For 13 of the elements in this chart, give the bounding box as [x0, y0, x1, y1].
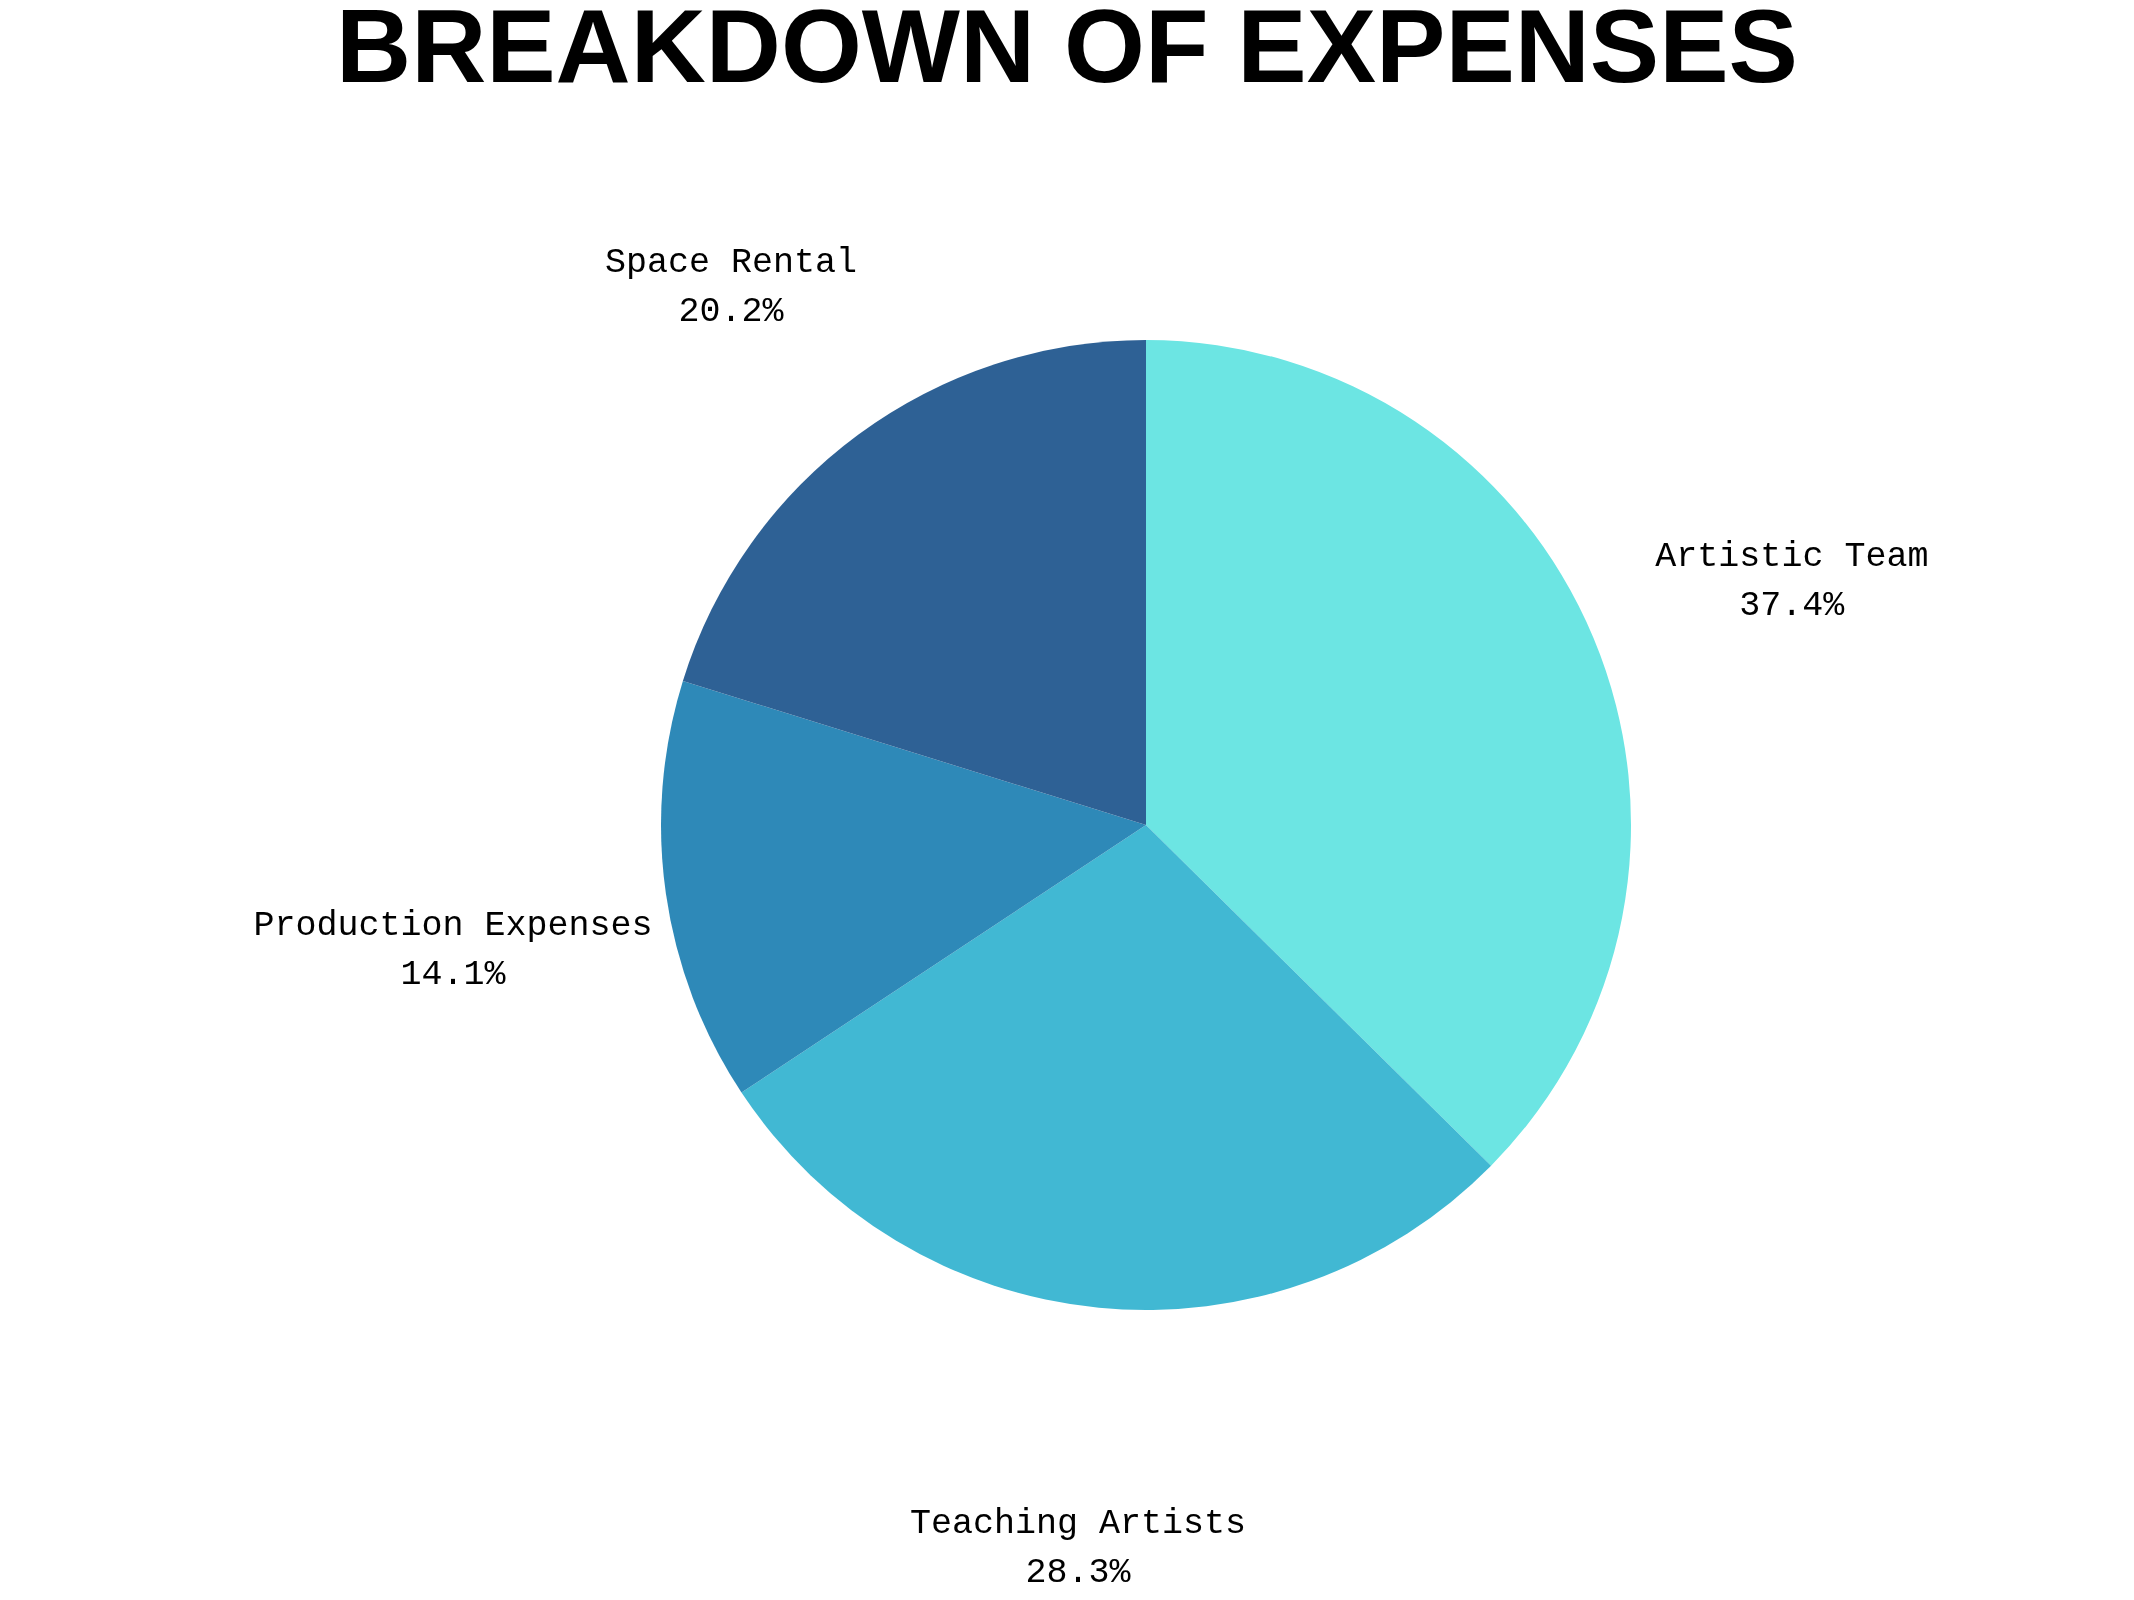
chart-title: BREAKDOWN OF EXPENSES [336, 0, 1798, 104]
pie-slice [661, 680, 1146, 1093]
data-label: 20.2% [678, 292, 785, 333]
data-label: 37.4% [1739, 586, 1846, 627]
data-label: 14.1% [400, 954, 507, 995]
pie-slice [1146, 340, 1631, 1166]
data-label: 28.3% [1025, 1552, 1132, 1593]
slice-label: Artistic Team [1655, 537, 1929, 578]
slice-label: Space Rental [604, 243, 858, 284]
pie-slice [741, 825, 1492, 1310]
pie-slice [682, 340, 1146, 825]
slice-label: Production Expenses [253, 905, 653, 946]
slice-label: Teaching Artists [909, 1503, 1246, 1544]
